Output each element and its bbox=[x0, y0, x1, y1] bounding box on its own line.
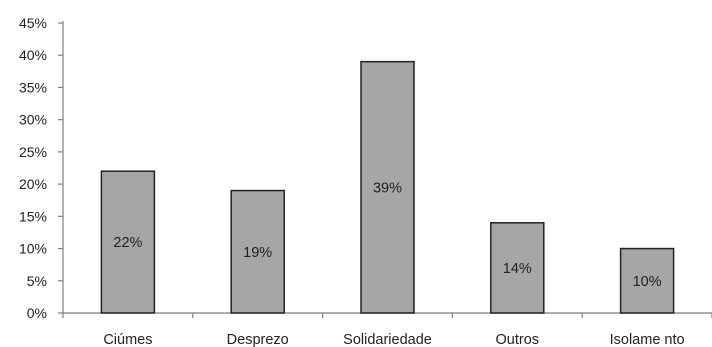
y-tick-label: 25% bbox=[19, 144, 47, 160]
x-category-label: Ciúmes bbox=[103, 332, 152, 347]
y-tick-label: 35% bbox=[19, 79, 47, 95]
x-category-label: Isolame nto bbox=[610, 332, 685, 347]
y-tick-label: 40% bbox=[19, 47, 47, 63]
bar bbox=[490, 222, 545, 314]
bar bbox=[230, 189, 285, 314]
y-tick-label: 10% bbox=[19, 241, 47, 257]
bar bbox=[619, 247, 675, 314]
y-tick-label: 5% bbox=[27, 273, 47, 289]
axes: 0% 5% 10% 15% 20% 25% 30% 35% 40% 45% bbox=[19, 15, 712, 321]
bar bbox=[360, 60, 415, 314]
x-category-label: Solidariedade bbox=[343, 332, 432, 347]
y-tick-label: 30% bbox=[19, 112, 47, 128]
bar-value-label: 22% bbox=[113, 235, 142, 251]
bar-value-label: 10% bbox=[633, 274, 662, 290]
labels: 22% Ciúmes 19% Desprezo 39% Solidariedade 14% O… bbox=[103, 180, 684, 347]
bar-value-label: 14% bbox=[503, 261, 532, 277]
y-tick-label: 20% bbox=[19, 176, 47, 192]
bar-value-label: 19% bbox=[243, 245, 272, 261]
y-tick-label: 0% bbox=[27, 305, 47, 321]
bar-value-label: 39% bbox=[373, 180, 402, 196]
bar bbox=[100, 170, 156, 314]
y-tick-label: 15% bbox=[19, 208, 47, 224]
y-tick-label: 45% bbox=[19, 15, 47, 31]
x-category-label: Outros bbox=[496, 332, 540, 347]
x-category-label: Desprezo bbox=[227, 332, 289, 347]
bars bbox=[100, 60, 675, 314]
